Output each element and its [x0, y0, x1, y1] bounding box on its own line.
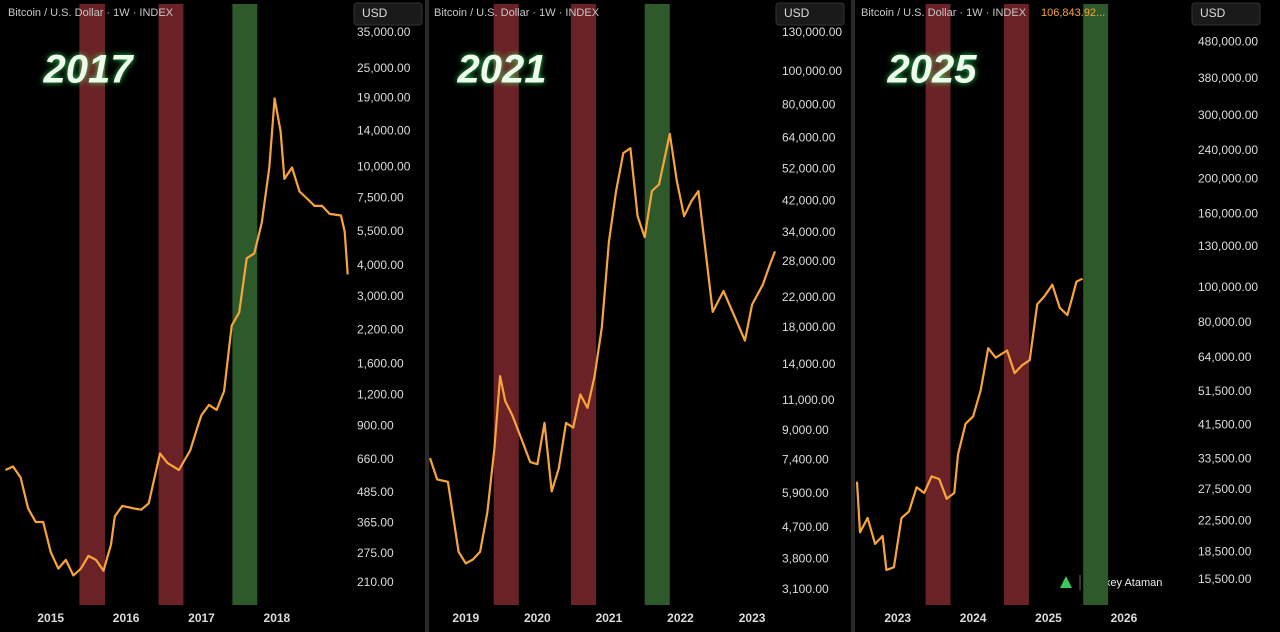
- x-tick-label: 2023: [884, 611, 911, 625]
- y-tick-label: 2,200.00: [357, 323, 404, 337]
- panel-title: Bitcoin / U.S. Dollar · 1W · INDEX: [861, 7, 1027, 19]
- y-tick-label: 64,000.00: [1198, 350, 1252, 364]
- y-tick-label: 3,100.00: [782, 582, 829, 596]
- y-tick-label: 4,700.00: [782, 520, 829, 534]
- last-value-label: 106,843.92...: [1041, 7, 1105, 19]
- y-tick-label: 34,000.00: [782, 225, 836, 239]
- y-tick-label: 80,000.00: [782, 97, 836, 111]
- y-tick-label: 485.00: [357, 485, 394, 499]
- y-tick-label: 11,000.00: [782, 393, 835, 407]
- y-tick-label: 130,000.00: [1198, 239, 1258, 253]
- y-tick-label: 15,500.00: [1198, 572, 1252, 586]
- price-line: [855, 277, 1083, 572]
- y-tick-label: 64,000.00: [782, 131, 836, 145]
- x-tick-label: 2024: [960, 611, 987, 625]
- cycle-band: [925, 4, 951, 605]
- x-tick-label: 2026: [1111, 611, 1138, 625]
- y-tick-label: 900.00: [357, 419, 394, 433]
- y-tick-label: 18,500.00: [1198, 544, 1252, 558]
- panel-title: Bitcoin / U.S. Dollar · 1W · INDEX: [8, 7, 174, 19]
- currency-box: [1191, 2, 1261, 26]
- x-tick-label: 2016: [113, 611, 140, 625]
- y-tick-label: 210.00: [357, 575, 394, 589]
- y-tick-label: 5,900.00: [782, 486, 829, 500]
- price-line: [428, 132, 777, 565]
- y-tick-label: 240,000.00: [1198, 143, 1258, 157]
- x-tick-label: 2021: [596, 611, 623, 625]
- x-tick-label: 2017: [188, 611, 215, 625]
- cycle-band: [571, 4, 597, 605]
- y-tick-label: 5,500.00: [357, 224, 404, 238]
- cycle-band: [644, 4, 670, 605]
- y-tick-label: 380,000.00: [1198, 71, 1258, 85]
- y-tick-label: 19,000.00: [357, 91, 411, 105]
- y-tick-label: 51,500.00: [1198, 384, 1252, 398]
- y-tick-label: 275.00: [357, 546, 394, 560]
- y-tick-label: 1,200.00: [357, 388, 404, 402]
- panel-divider: [851, 0, 855, 632]
- y-tick-label: 7,500.00: [357, 191, 404, 205]
- y-tick-label: 160,000.00: [1198, 206, 1258, 220]
- cycle-band: [493, 4, 519, 605]
- panel-title: Bitcoin / U.S. Dollar · 1W · INDEX: [434, 7, 600, 19]
- y-tick-label: 9,000.00: [782, 423, 829, 437]
- currency: USD: [362, 6, 388, 20]
- price-line: [5, 97, 349, 577]
- y-tick-label: 480,000.00: [1198, 34, 1258, 48]
- currency: USD: [784, 6, 810, 20]
- y-tick-label: 3,800.00: [782, 552, 829, 566]
- y-tick-label: 22,500.00: [1198, 514, 1252, 528]
- y-tick-label: 300,000.00: [1198, 108, 1258, 122]
- y-tick-label: 14,000.00: [782, 357, 836, 371]
- y-tick-label: 33,500.00: [1198, 451, 1252, 465]
- y-tick-label: 130,000.00: [782, 25, 842, 39]
- x-tick-label: 2025: [1035, 611, 1062, 625]
- y-tick-label: 35,000.00: [357, 25, 411, 39]
- x-tick-label: 2022: [667, 611, 694, 625]
- y-tick-label: 200,000.00: [1198, 171, 1258, 185]
- cycle-band: [79, 4, 106, 605]
- y-tick-label: 52,000.00: [782, 162, 836, 176]
- y-tick-label: 4,000.00: [357, 258, 404, 272]
- x-tick-label: 2018: [264, 611, 291, 625]
- y-tick-label: 80,000.00: [1198, 315, 1252, 329]
- cycle-band: [1004, 4, 1029, 605]
- watermark-icon: [1060, 575, 1081, 590]
- y-tick-label: 100,000.00: [782, 64, 842, 78]
- y-tick-label: 100,000.00: [1198, 280, 1258, 294]
- y-tick-label: 25,000.00: [357, 61, 411, 75]
- y-tick-label: 42,000.00: [782, 193, 836, 207]
- y-tick-label: 660.00: [357, 452, 394, 466]
- y-tick-label: 3,000.00: [357, 289, 404, 303]
- y-tick-label: 22,000.00: [782, 290, 836, 304]
- y-tick-label: 365.00: [357, 516, 394, 530]
- panel: Bitcoin / U.S. Dollar · 1W · INDEX USD 202…: [428, 2, 845, 625]
- y-tick-label: 14,000.00: [357, 124, 411, 138]
- panel-divider: [425, 0, 429, 632]
- cycle-band: [1083, 4, 1109, 605]
- x-tick-label: 2023: [739, 611, 766, 625]
- y-tick-label: 27,500.00: [1198, 482, 1252, 496]
- cycle-year: 2021: [457, 48, 547, 92]
- currency-box: [353, 2, 423, 26]
- cycle-band: [232, 4, 258, 605]
- x-tick-label: 2015: [37, 611, 64, 625]
- cycle-band: [158, 4, 184, 605]
- x-tick-label: 2019: [452, 611, 479, 625]
- y-tick-label: 1,600.00: [357, 357, 404, 371]
- currency: USD: [1200, 6, 1226, 20]
- x-tick-label: 2020: [524, 611, 551, 625]
- y-tick-label: 7,400.00: [782, 452, 829, 466]
- panel: Bitcoin / U.S. Dollar · 1W · INDEX USD 201…: [5, 2, 423, 625]
- y-tick-label: 28,000.00: [782, 254, 836, 268]
- cycle-year: 2025: [887, 48, 978, 92]
- y-tick-label: 41,500.00: [1198, 418, 1252, 432]
- y-tick-label: 18,000.00: [782, 320, 836, 334]
- y-tick-label: 10,000.00: [357, 160, 411, 174]
- cycle-year: 2017: [43, 48, 135, 92]
- currency-box: [775, 2, 845, 26]
- panel: Bitcoin / U.S. Dollar · 1W · INDEX 106,84…: [855, 2, 1261, 625]
